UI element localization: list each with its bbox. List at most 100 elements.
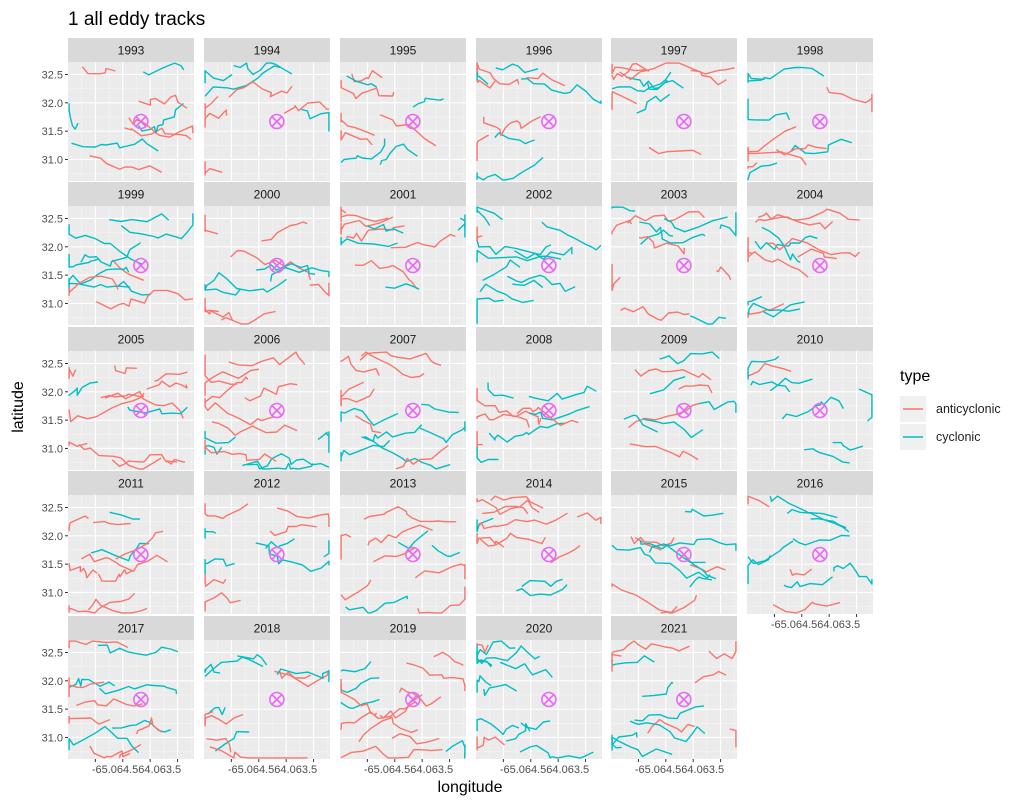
anticyclonic-track xyxy=(550,545,581,564)
anticyclonic-track xyxy=(476,79,497,89)
facet-strip xyxy=(68,182,194,206)
cyclonic-track xyxy=(412,97,444,108)
facet-panel-2012: 2012 xyxy=(204,471,330,614)
station-marker-circle xyxy=(133,257,149,274)
anticyclonic-track xyxy=(309,282,330,297)
legend-label-cyclonic: cyclonic xyxy=(936,430,980,444)
cyclonic-track xyxy=(476,644,493,667)
cyclonic-track xyxy=(611,544,711,579)
facet-strip xyxy=(68,616,194,640)
facet-panel-2013: 2013 xyxy=(340,471,466,614)
anticyclonic-track xyxy=(476,532,547,546)
cyclonic-track xyxy=(642,417,704,439)
cyclonic-track xyxy=(419,421,466,444)
anticyclonic-track xyxy=(611,263,621,292)
cyclonic-track xyxy=(340,661,372,673)
anticyclonic-track xyxy=(68,395,145,423)
facet-panel-2004: 2004 xyxy=(747,182,873,325)
anticyclonic-track xyxy=(612,640,690,653)
facet-strip-label: 1999 xyxy=(118,188,145,202)
cyclonic-track xyxy=(476,718,520,736)
facet-strip-label: 2005 xyxy=(118,333,145,347)
anticyclonic-track xyxy=(340,355,380,376)
anticyclonic-track xyxy=(87,598,148,614)
anticyclonic-track xyxy=(204,109,228,128)
anticyclonic-track xyxy=(747,148,807,166)
cyclonic-track xyxy=(623,414,658,433)
anticyclonic-track xyxy=(269,524,317,537)
facet-strip-label: 1997 xyxy=(661,44,688,58)
cyclonic-track xyxy=(109,511,140,520)
anticyclonic-track xyxy=(716,266,732,281)
cyclonic-track xyxy=(68,254,100,268)
station-marker-circle xyxy=(405,546,421,563)
facet-panel-2020: 2020 -65.064.564.063.5 xyxy=(476,616,602,776)
cyclonic-track xyxy=(832,441,864,451)
legend-label-anticyclonic: anticyclonic xyxy=(936,402,1001,416)
anticyclonic-track xyxy=(478,512,568,530)
anticyclonic-track xyxy=(89,745,131,759)
cyclonic-track xyxy=(646,79,684,91)
facet-strip-label: 1994 xyxy=(254,44,281,58)
anticyclonic-track xyxy=(390,233,456,249)
y-tick-label: 31.5 xyxy=(42,270,63,282)
cyclonic-track xyxy=(476,206,503,221)
cyclonic-track xyxy=(204,65,281,97)
cyclonic-track xyxy=(494,132,535,145)
facet-strip-label: 2020 xyxy=(526,622,553,636)
facet-strip xyxy=(611,38,737,62)
cyclonic-track xyxy=(476,517,494,533)
anticyclonic-track xyxy=(274,669,330,688)
anticyclonic-track xyxy=(406,662,466,692)
anticyclonic-track xyxy=(154,371,188,382)
facet-strip xyxy=(204,471,330,495)
station-marker-circle xyxy=(812,402,828,419)
cyclonic-track xyxy=(699,400,737,413)
station-marker-cross xyxy=(135,404,147,417)
anticyclonic-track xyxy=(111,259,144,281)
facet-panel-2019: 2019 -65.064.564.063.5 xyxy=(340,616,466,776)
anticyclonic-track xyxy=(476,410,542,426)
anticyclonic-track xyxy=(68,563,98,579)
anticyclonic-track xyxy=(660,594,698,614)
cyclonic-track xyxy=(361,424,423,442)
y-axis-label: latitude xyxy=(10,381,27,433)
cyclonic-track xyxy=(634,705,705,722)
cyclonic-track xyxy=(506,723,531,742)
station-marker-circle xyxy=(269,546,285,563)
anticyclonic-track xyxy=(476,388,530,428)
anticyclonic-track xyxy=(340,579,372,601)
cyclonic-track xyxy=(246,453,330,470)
facet-strip-label: 1995 xyxy=(390,44,417,58)
station-marker-cross xyxy=(271,693,283,706)
anticyclonic-track xyxy=(359,351,442,366)
station-marker-cross xyxy=(678,548,690,561)
cyclonic-track xyxy=(204,656,264,677)
station-marker-cross xyxy=(271,115,283,128)
cyclonic-track xyxy=(747,302,801,315)
station-marker-cross xyxy=(814,259,826,272)
anticyclonic-track xyxy=(629,443,699,461)
y-tick-label: 32.5 xyxy=(42,502,63,514)
anticyclonic-track xyxy=(204,161,223,176)
chart-title: 1 all eddy tracks xyxy=(68,9,205,30)
anticyclonic-track xyxy=(340,388,375,407)
cyclonic-track xyxy=(506,274,576,292)
y-tick-label: 31.5 xyxy=(42,559,63,571)
y-tick-label: 32.5 xyxy=(42,69,63,81)
anticyclonic-track xyxy=(228,81,293,98)
anticyclonic-track xyxy=(576,512,602,524)
cyclonic-track xyxy=(340,407,399,426)
cyclonic-track xyxy=(804,448,850,464)
anticyclonic-track xyxy=(204,354,238,385)
anticyclonic-track xyxy=(694,670,727,684)
facet-panel-2021: 2021 -65.064.564.063.5 xyxy=(611,616,737,776)
x-axis-label: longitude xyxy=(438,779,503,796)
cyclonic-track xyxy=(397,530,429,550)
panel-background xyxy=(747,495,873,614)
anticyclonic-track xyxy=(204,439,277,462)
anticyclonic-track xyxy=(92,520,131,526)
station-marker-cross xyxy=(407,259,419,272)
cyclonic-track xyxy=(529,405,590,421)
anticyclonic-track xyxy=(747,495,770,508)
